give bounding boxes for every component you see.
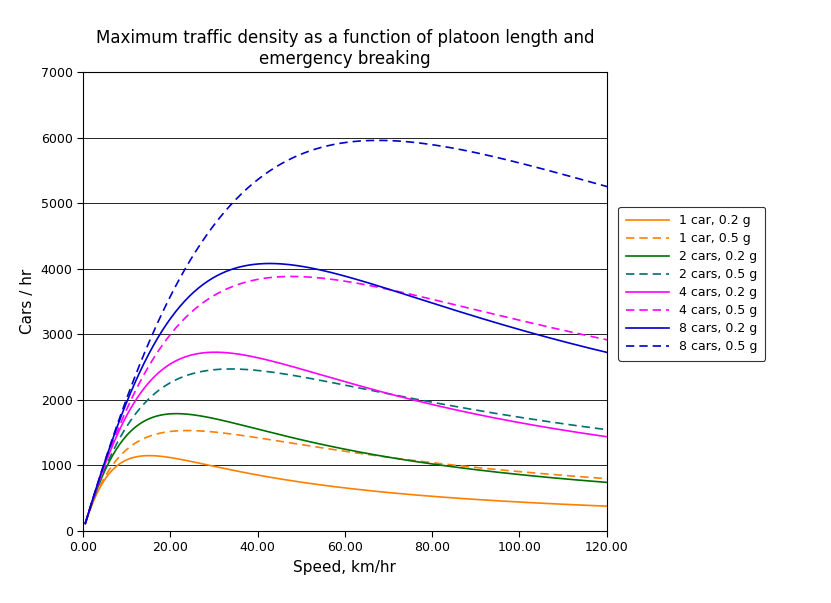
2 cars, 0.2 g: [81, 520, 91, 527]
1 car, 0.2 g: [353, 486, 363, 493]
8 cars, 0.5 g: [352, 137, 362, 145]
Line: 2 cars, 0.2 g: 2 cars, 0.2 g: [86, 414, 651, 523]
4 cars, 0.2 g: [81, 520, 91, 527]
8 cars, 0.2 g: [81, 520, 91, 527]
8 cars, 0.5 g: [646, 195, 656, 202]
8 cars, 0.2 g: [350, 275, 360, 282]
1 car, 0.5 g: [387, 454, 397, 461]
Line: 4 cars, 0.5 g: 4 cars, 0.5 g: [86, 276, 651, 523]
Line: 8 cars, 0.5 g: 8 cars, 0.5 g: [86, 140, 651, 523]
2 cars, 0.2 g: [544, 474, 554, 481]
2 cars, 0.2 g: [353, 448, 363, 455]
2 cars, 0.5 g: [418, 397, 428, 404]
1 car, 0.5 g: [418, 458, 428, 465]
1 car, 0.5 g: [544, 470, 554, 478]
Line: 1 car, 0.2 g: 1 car, 0.2 g: [86, 456, 651, 523]
8 cars, 0.5 g: [349, 138, 359, 145]
4 cars, 0.5 g: [350, 279, 360, 286]
4 cars, 0.5 g: [287, 273, 297, 280]
4 cars, 0.5 g: [544, 324, 554, 331]
2 cars, 0.2 g: [387, 454, 397, 461]
X-axis label: Speed, km/hr: Speed, km/hr: [293, 560, 396, 575]
8 cars, 0.2 g: [544, 334, 554, 341]
8 cars, 0.5 g: [81, 520, 91, 527]
4 cars, 0.2 g: [633, 437, 643, 444]
4 cars, 0.5 g: [353, 280, 363, 287]
1 car, 0.5 g: [81, 520, 91, 527]
1 car, 0.5 g: [182, 427, 192, 434]
2 cars, 0.2 g: [633, 481, 643, 488]
8 cars, 0.2 g: [646, 359, 656, 366]
1 car, 0.2 g: [350, 485, 360, 493]
Y-axis label: Cars / hr: Cars / hr: [20, 269, 35, 334]
1 car, 0.5 g: [350, 449, 360, 456]
4 cars, 0.5 g: [418, 294, 428, 301]
2 cars, 0.5 g: [81, 520, 91, 527]
4 cars, 0.2 g: [418, 399, 428, 406]
Legend: 1 car, 0.2 g, 1 car, 0.5 g, 2 cars, 0.2 g, 2 cars, 0.5 g, 4 cars, 0.2 g, 4 cars,: 1 car, 0.2 g, 1 car, 0.5 g, 2 cars, 0.2 …: [618, 207, 765, 361]
8 cars, 0.2 g: [633, 356, 643, 363]
4 cars, 0.5 g: [81, 520, 91, 527]
Line: 8 cars, 0.2 g: 8 cars, 0.2 g: [86, 264, 651, 523]
Title: Maximum traffic density as a function of platoon length and
emergency breaking: Maximum traffic density as a function of…: [96, 29, 594, 68]
2 cars, 0.5 g: [350, 384, 360, 391]
2 cars, 0.5 g: [353, 384, 363, 391]
Line: 2 cars, 0.5 g: 2 cars, 0.5 g: [86, 369, 651, 523]
8 cars, 0.2 g: [353, 276, 363, 283]
2 cars, 0.5 g: [544, 418, 554, 425]
1 car, 0.5 g: [633, 477, 643, 484]
4 cars, 0.5 g: [633, 343, 643, 350]
2 cars, 0.5 g: [633, 430, 643, 437]
1 car, 0.5 g: [353, 450, 363, 457]
8 cars, 0.5 g: [387, 137, 397, 144]
1 car, 0.2 g: [646, 504, 656, 511]
2 cars, 0.5 g: [387, 391, 397, 398]
8 cars, 0.5 g: [374, 137, 384, 144]
1 car, 0.2 g: [81, 520, 91, 527]
4 cars, 0.2 g: [350, 381, 360, 388]
8 cars, 0.5 g: [418, 140, 428, 147]
4 cars, 0.2 g: [544, 425, 554, 432]
1 car, 0.5 g: [646, 478, 656, 485]
4 cars, 0.2 g: [387, 391, 397, 398]
Line: 1 car, 0.5 g: 1 car, 0.5 g: [86, 431, 651, 523]
4 cars, 0.5 g: [387, 286, 397, 294]
8 cars, 0.2 g: [265, 260, 275, 267]
1 car, 0.2 g: [387, 489, 397, 496]
4 cars, 0.2 g: [646, 439, 656, 446]
1 car, 0.2 g: [544, 500, 554, 507]
Line: 4 cars, 0.2 g: 4 cars, 0.2 g: [86, 352, 651, 523]
8 cars, 0.2 g: [387, 286, 397, 294]
4 cars, 0.2 g: [353, 382, 363, 389]
2 cars, 0.2 g: [646, 482, 656, 489]
2 cars, 0.5 g: [646, 431, 656, 438]
1 car, 0.2 g: [144, 452, 154, 459]
8 cars, 0.5 g: [633, 192, 643, 199]
4 cars, 0.2 g: [210, 349, 220, 356]
1 car, 0.2 g: [418, 492, 428, 499]
2 cars, 0.5 g: [225, 365, 235, 373]
1 car, 0.2 g: [633, 504, 643, 511]
2 cars, 0.2 g: [418, 459, 428, 466]
2 cars, 0.2 g: [350, 447, 360, 455]
8 cars, 0.5 g: [544, 167, 554, 174]
4 cars, 0.5 g: [646, 345, 656, 352]
8 cars, 0.2 g: [418, 297, 428, 304]
2 cars, 0.2 g: [172, 410, 182, 417]
